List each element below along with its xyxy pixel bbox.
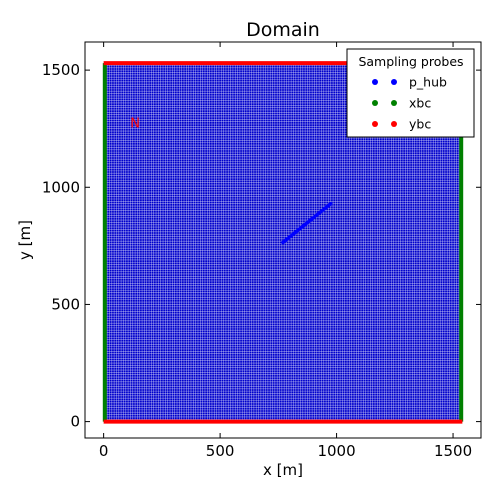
legend-label-p_hub: p_hub [409, 75, 447, 90]
legend-box [346, 48, 475, 138]
annotation-label: N [130, 117, 140, 132]
y-tick-label: 1500 [42, 61, 80, 79]
plot-frame [84, 41, 482, 439]
x-tick-label: 0 [99, 442, 109, 460]
legend-marker-xbc [372, 100, 378, 106]
x-tick-label: 1500 [434, 442, 472, 460]
legend-marker-xbc [391, 100, 397, 106]
y-tick-label: 500 [51, 295, 80, 313]
legend-label-ybc: ybc [409, 117, 431, 132]
x-axis-label: x [m] [263, 461, 303, 479]
legend-label-xbc: xbc [409, 96, 431, 111]
x-tick-label: 500 [206, 442, 235, 460]
axis-ticks: 0 500 1000 1500 0 500 1000 1500 [42, 42, 481, 460]
legend-marker-ybc [372, 121, 378, 127]
chart-title: Domain [246, 19, 320, 41]
x-tick-label: 1000 [317, 442, 355, 460]
y-tick-label: 1000 [42, 178, 80, 196]
legend-marker-p_hub [372, 79, 378, 85]
legend-marker-ybc [391, 121, 397, 127]
series-p_hub-points [281, 201, 333, 245]
legend-marker-p_hub [391, 79, 397, 85]
legend-title: Sampling probes [358, 54, 463, 69]
y-tick-label: 0 [70, 413, 80, 431]
y-axis-label: y [m] [16, 220, 34, 260]
